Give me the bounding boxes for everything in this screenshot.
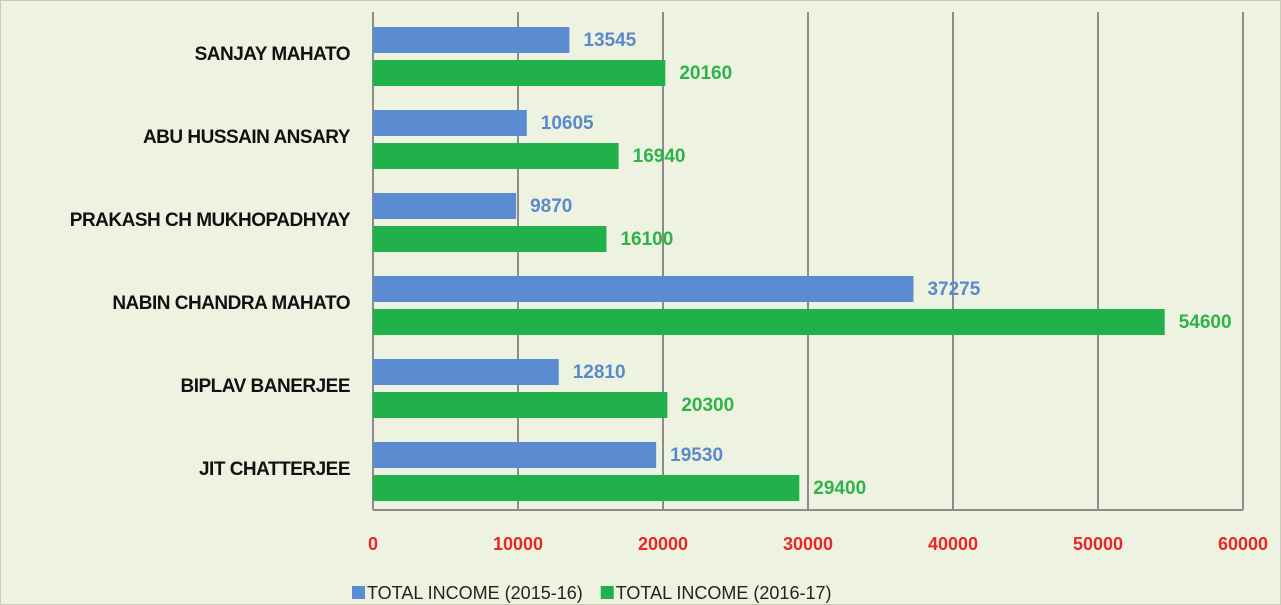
value-label: 10605 — [541, 113, 594, 134]
legend-swatch — [600, 586, 614, 599]
legend-swatch — [352, 586, 365, 599]
x-tick-label: 30000 — [783, 534, 833, 554]
value-label: 54600 — [1179, 312, 1232, 333]
x-tick-label: 60000 — [1218, 534, 1268, 554]
category-label: SANJAY MAHATO — [195, 44, 350, 65]
value-label: 29400 — [813, 478, 866, 499]
bar — [373, 475, 800, 501]
category-label: BIPLAV BANERJEE — [180, 376, 350, 397]
category-label: ABU HUSSAIN ANSARY — [143, 127, 351, 148]
bar — [373, 226, 607, 252]
x-tick-label: 10000 — [493, 534, 543, 554]
value-label: 16940 — [633, 146, 686, 167]
value-label: 20300 — [681, 395, 734, 416]
bar — [373, 442, 657, 468]
bar — [373, 392, 668, 418]
legend-label: TOTAL INCOME (2016-17) — [616, 583, 832, 603]
category-label: PRAKASH CH MUKHOPADHYAY — [70, 210, 351, 231]
value-label: 16100 — [620, 229, 673, 250]
value-label: 12810 — [573, 362, 626, 383]
value-label: 20160 — [679, 63, 732, 84]
x-tick-label: 20000 — [638, 534, 688, 554]
x-tick-label: 0 — [368, 534, 378, 554]
value-label: 37275 — [927, 279, 980, 300]
value-label: 9870 — [530, 196, 572, 217]
legend-label: TOTAL INCOME (2015-16) — [367, 583, 583, 603]
bar — [373, 110, 527, 136]
category-label: JIT CHATTERJEE — [199, 459, 350, 480]
bar — [373, 60, 666, 86]
bar — [373, 309, 1165, 335]
value-label: 19530 — [670, 445, 723, 466]
bar — [373, 276, 914, 302]
bar — [373, 27, 570, 53]
bar — [373, 193, 517, 219]
bar — [373, 143, 619, 169]
category-label: NABIN CHANDRA MAHATO — [112, 293, 350, 314]
x-tick-label: 40000 — [928, 534, 978, 554]
x-tick-label: 50000 — [1073, 534, 1123, 554]
value-label: 13545 — [583, 30, 636, 51]
bar — [373, 359, 559, 385]
